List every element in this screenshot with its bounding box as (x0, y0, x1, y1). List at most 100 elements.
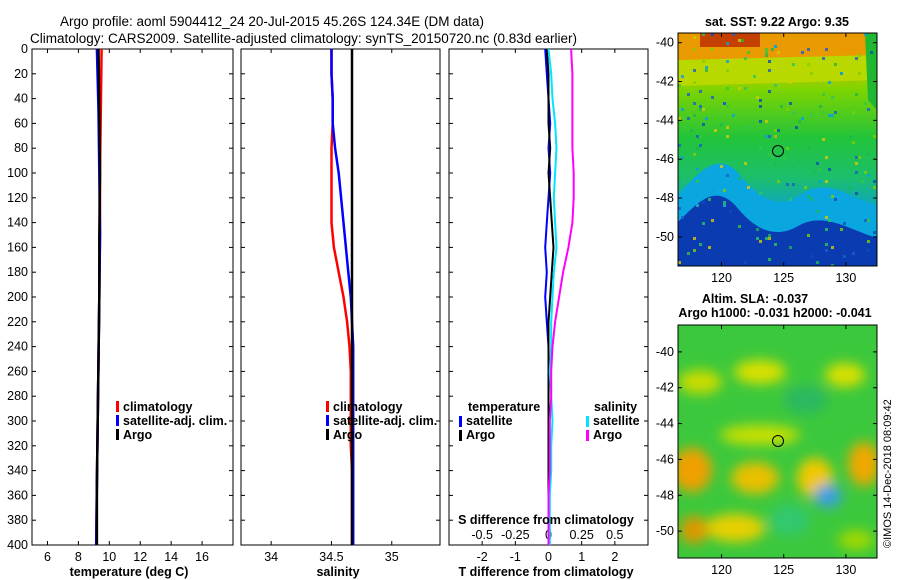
sst-pixel (702, 123, 705, 126)
sla-map-frame (677, 324, 878, 559)
sst-pixel (867, 108, 870, 111)
sst-pixel (729, 210, 732, 213)
sst-pixel (855, 192, 858, 195)
sst-pixel (822, 93, 825, 96)
sst-pixel (693, 237, 696, 240)
series-line-salinity-argo (547, 48, 575, 545)
sst-pixel (708, 246, 711, 249)
sst-pixel (687, 117, 690, 120)
sst-pixel (693, 114, 696, 117)
sst-pixel (726, 42, 729, 45)
map-y-tick-label: -48 (656, 488, 674, 502)
map-y-tick-label: -48 (656, 191, 674, 205)
sla-map-panel: Altim. SLA: -0.037 Argo h1000: -0.031 h2… (656, 292, 878, 577)
map-y-tick-label: -40 (656, 36, 674, 50)
sst-pixel (870, 93, 873, 96)
map-y-tick-label: -50 (656, 524, 674, 538)
sst-pixel (759, 240, 762, 243)
series-line-argo (95, 48, 102, 545)
depth-tick-label: 160 (7, 240, 28, 254)
sst-pixel (789, 81, 792, 84)
sst-pixel (861, 180, 864, 183)
depth-tick-label: 120 (7, 191, 28, 205)
x-tick-label: 8 (75, 550, 82, 564)
depth-tick-label: 200 (7, 290, 28, 304)
map-x-tick-label: 125 (773, 563, 794, 577)
legend-marker-temp-satellite (459, 416, 462, 427)
legend-label-sal-argo: Argo (593, 428, 623, 442)
sst-coast-green (865, 33, 877, 110)
sst-pixel (792, 183, 795, 186)
sst-pixel (747, 126, 750, 129)
sst-pixel (816, 210, 819, 213)
sst-pixel (747, 51, 750, 54)
sst-pixel (831, 96, 834, 99)
sst-pixel (819, 180, 822, 183)
sst-pixel (723, 201, 726, 204)
legend-label-temp-satellite: satellite (466, 414, 513, 428)
sst-pixel (804, 186, 807, 189)
sst-pixel (726, 69, 729, 72)
sst-pixel (822, 111, 825, 114)
legend-marker-temp-argo (459, 430, 462, 441)
sst-pixel (693, 102, 696, 105)
sst-pixel (708, 198, 711, 201)
sla-blob (678, 370, 722, 394)
map-x-tick-label: 125 (773, 271, 794, 285)
sst-pixel (855, 93, 858, 96)
sst-pixel (765, 48, 768, 51)
sst-pixel (702, 33, 705, 36)
sst-pixel (678, 84, 681, 87)
sst-pixel (723, 204, 726, 207)
sst-pixel (723, 102, 726, 105)
x-tick-label: 10 (102, 550, 116, 564)
sst-pixel (741, 39, 744, 42)
sst-pixel (819, 168, 822, 171)
sst-pixel (828, 168, 831, 171)
sst-pixel (780, 105, 783, 108)
sst-pixel (726, 105, 729, 108)
sst-pixel (744, 162, 747, 165)
sst-pixel (858, 72, 861, 75)
sst-pixel (765, 237, 768, 240)
sst-pixel (768, 90, 771, 93)
legend-header-temperature: temperature (468, 400, 540, 414)
sst-pixel (855, 171, 858, 174)
sst-pixel (678, 207, 681, 210)
legend-marker-satellite-adj (116, 415, 119, 426)
sst-pixel (768, 153, 771, 156)
x-tick-label: -2 (477, 550, 488, 564)
sst-pixel (678, 78, 681, 81)
sst-pixel (732, 33, 735, 36)
sst-pixel (810, 255, 813, 258)
sst-pixel (825, 249, 828, 252)
sst-pixel (822, 57, 825, 60)
sst-pixel (825, 180, 828, 183)
sst-pixel (786, 147, 789, 150)
sst-pixel (849, 81, 852, 84)
sla-map-title-line2: Argo h1000: -0.031 h2000: -0.041 (678, 306, 871, 320)
sst-pixel (774, 243, 777, 246)
sst-pixel (777, 180, 780, 183)
sst-pixel (786, 108, 789, 111)
sst-pixel (756, 96, 759, 99)
sst-pixel (711, 33, 714, 36)
legend-marker-argo (116, 429, 119, 440)
sst-pixel (810, 72, 813, 75)
sst-pixel (696, 147, 699, 150)
depth-tick-label: 140 (7, 216, 28, 230)
sst-pixel (774, 45, 777, 48)
x-tick-label: 1 (578, 550, 585, 564)
sst-pixel (693, 69, 696, 72)
sst-pixel (693, 48, 696, 51)
sst-pixel (732, 114, 735, 117)
sst-pixel (807, 195, 810, 198)
depth-tick-label: 260 (7, 364, 28, 378)
sst-pixel (738, 177, 741, 180)
sst-pixel (726, 60, 729, 63)
depth-tick-label: 40 (14, 92, 28, 106)
sst-pixel (681, 108, 684, 111)
imos-credit: ©IMOS 14-Dec-2018 08:09:42 (882, 399, 894, 548)
sst-pixel (831, 246, 834, 249)
sst-pixel (801, 51, 804, 54)
